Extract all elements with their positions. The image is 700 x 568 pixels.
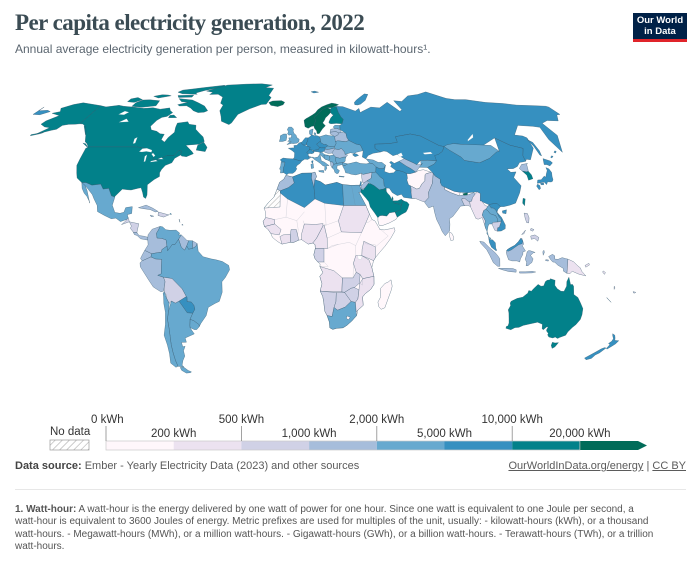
svg-text:No data: No data	[50, 426, 91, 438]
svg-text:5,000 kWh: 5,000 kWh	[417, 428, 472, 440]
svg-text:200 kWh: 200 kWh	[151, 428, 196, 440]
svg-text:10,000 kWh: 10,000 kWh	[482, 414, 543, 426]
svg-text:1,000 kWh: 1,000 kWh	[282, 428, 337, 440]
svg-text:0 kWh: 0 kWh	[91, 414, 124, 426]
svg-text:20,000 kWh: 20,000 kWh	[549, 428, 610, 440]
svg-text:2,000 kWh: 2,000 kWh	[349, 414, 404, 426]
svg-text:500 kWh: 500 kWh	[219, 414, 264, 426]
